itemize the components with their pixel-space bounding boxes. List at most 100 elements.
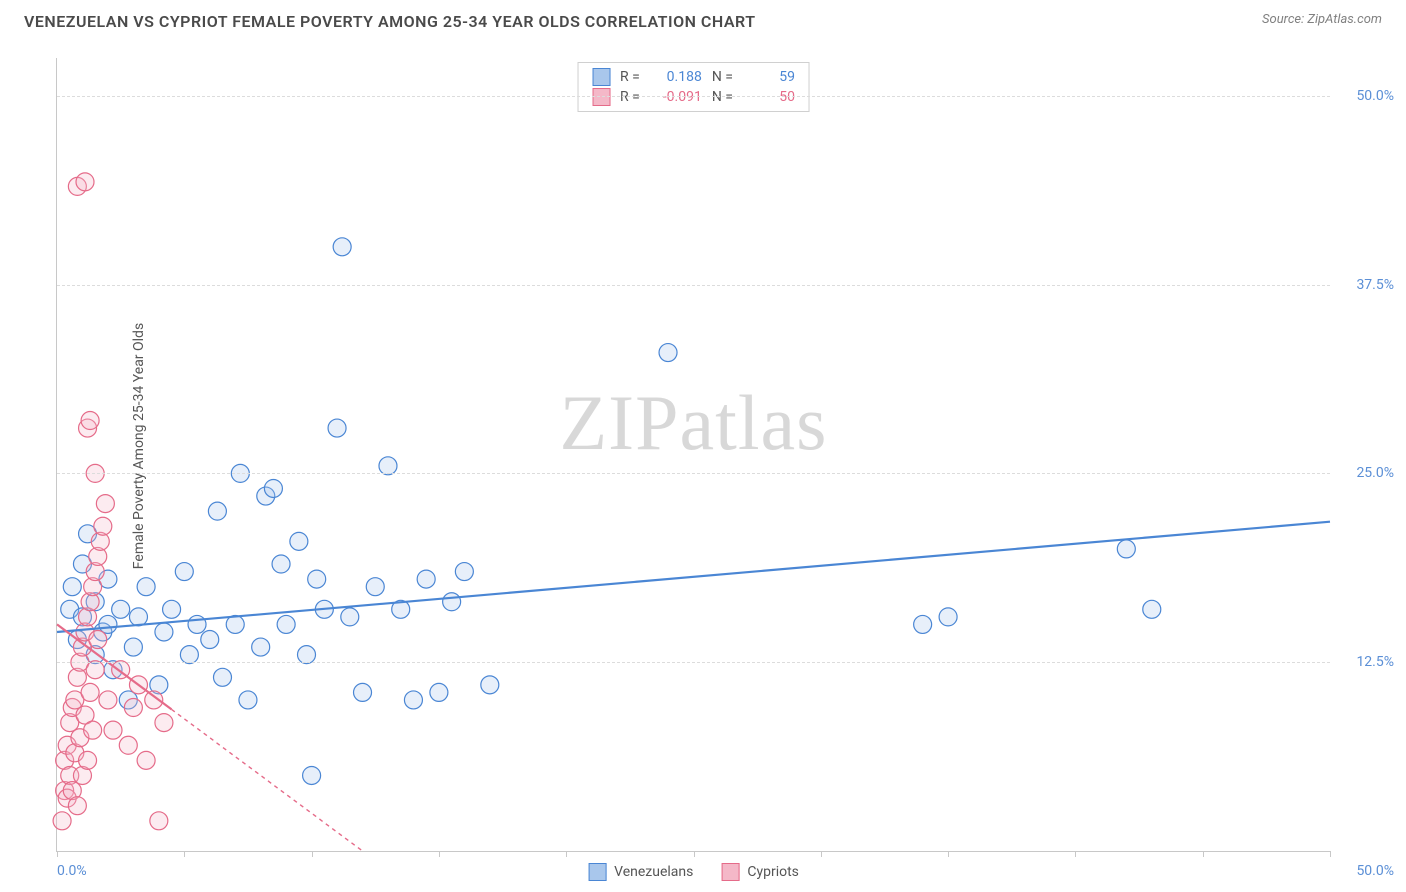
swatch-cypriots (592, 88, 610, 106)
legend-row-venezuelans: R = 0.188 N = 59 (592, 67, 795, 87)
data-point (252, 638, 270, 656)
n-label: N = (712, 89, 733, 105)
x-axis-max-label: 50.0% (1356, 863, 1394, 879)
data-point (272, 555, 290, 573)
data-point (239, 691, 257, 709)
data-point (99, 615, 117, 633)
data-point (68, 797, 86, 815)
x-tick (1330, 851, 1331, 857)
data-point (84, 721, 102, 739)
gridline (57, 285, 1330, 286)
series-legend: Venezuelans Cypriots (588, 863, 799, 881)
data-point (129, 608, 147, 626)
gridline (57, 662, 1330, 663)
x-tick (821, 851, 822, 857)
x-tick (948, 851, 949, 857)
data-point (155, 714, 173, 732)
x-tick (694, 851, 695, 857)
r-label: R = (620, 69, 640, 85)
r-value-cypriots: -0.091 (650, 89, 702, 105)
trend-line-dashed (172, 709, 363, 851)
correlation-legend: R = 0.188 N = 59 R = -0.091 N = 50 (577, 62, 810, 112)
y-tick-label: 25.0% (1356, 465, 1394, 481)
x-tick (57, 851, 58, 857)
data-point (366, 578, 384, 596)
data-point (175, 563, 193, 581)
data-point (417, 570, 435, 588)
data-point (124, 699, 142, 717)
data-point (443, 593, 461, 611)
data-point (163, 600, 181, 618)
data-point (298, 646, 316, 664)
data-point (119, 736, 137, 754)
data-point (124, 638, 142, 656)
data-point (455, 563, 473, 581)
source-label: Source: ZipAtlas.com (1262, 12, 1382, 27)
data-point (63, 578, 81, 596)
scatter-plot-svg (57, 58, 1330, 851)
data-point (481, 676, 499, 694)
legend-swatch-venezuelans (588, 863, 606, 881)
data-point (404, 691, 422, 709)
data-point (81, 412, 99, 430)
data-point (939, 608, 957, 626)
legend-label-cypriots: Cypriots (747, 864, 799, 880)
y-tick-label: 37.5% (1356, 277, 1394, 293)
y-tick-label: 50.0% (1356, 88, 1394, 104)
data-point (1117, 540, 1135, 558)
data-point (76, 173, 94, 191)
data-point (277, 615, 295, 633)
r-value-venezuelans: 0.188 (650, 69, 702, 85)
x-tick (312, 851, 313, 857)
chart-title: VENEZUELAN VS CYPRIOT FEMALE POVERTY AMO… (24, 12, 756, 31)
legend-label-venezuelans: Venezuelans (614, 864, 693, 880)
legend-row-cypriots: R = -0.091 N = 50 (592, 87, 795, 107)
x-axis-min-label: 0.0% (57, 863, 87, 879)
legend-item-venezuelans: Venezuelans (588, 863, 693, 881)
y-tick-label: 12.5% (1356, 654, 1394, 670)
data-point (96, 495, 114, 513)
data-point (213, 668, 231, 686)
x-tick (184, 851, 185, 857)
data-point (430, 683, 448, 701)
x-tick (1075, 851, 1076, 857)
data-point (341, 608, 359, 626)
data-point (150, 812, 168, 830)
data-point (86, 661, 104, 679)
data-point (659, 344, 677, 362)
gridline (57, 473, 1330, 474)
data-point (328, 419, 346, 437)
data-point (104, 721, 122, 739)
data-point (53, 812, 71, 830)
x-tick (566, 851, 567, 857)
n-label: N = (712, 69, 733, 85)
chart-plot-area: ZIPatlas R = 0.188 N = 59 R = -0.091 N =… (56, 58, 1330, 852)
swatch-venezuelans (592, 68, 610, 86)
r-label: R = (620, 89, 640, 105)
data-point (180, 646, 198, 664)
data-point (264, 479, 282, 497)
legend-swatch-cypriots (721, 863, 739, 881)
data-point (155, 623, 173, 641)
data-point (333, 238, 351, 256)
data-point (137, 578, 155, 596)
x-tick (1203, 851, 1204, 857)
data-point (290, 532, 308, 550)
data-point (308, 570, 326, 588)
data-point (94, 517, 112, 535)
data-point (303, 766, 321, 784)
data-point (354, 683, 372, 701)
data-point (112, 600, 130, 618)
data-point (1143, 600, 1161, 618)
data-point (89, 631, 107, 649)
n-value-cypriots: 50 (743, 89, 795, 105)
data-point (201, 631, 219, 649)
gridline (57, 96, 1330, 97)
data-point (379, 457, 397, 475)
data-point (99, 691, 117, 709)
n-value-venezuelans: 59 (743, 69, 795, 85)
legend-item-cypriots: Cypriots (721, 863, 799, 881)
data-point (79, 751, 97, 769)
data-point (137, 751, 155, 769)
x-tick (439, 851, 440, 857)
